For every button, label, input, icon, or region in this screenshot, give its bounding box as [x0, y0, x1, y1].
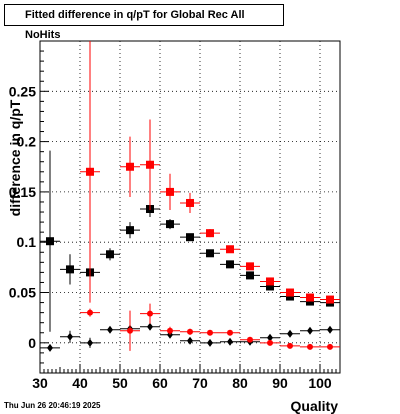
data-point: [126, 226, 134, 235]
data-point: [187, 336, 193, 345]
data-point: [207, 329, 213, 336]
data-point: [186, 198, 194, 207]
data-point: [187, 328, 193, 335]
grid-lines: [40, 41, 340, 373]
x-tick-label: 100: [308, 375, 332, 391]
y-tick-label: 0.05: [9, 285, 36, 301]
data-point: [87, 309, 93, 316]
x-axis-label: Quality: [291, 398, 339, 414]
data-point: [186, 233, 194, 242]
plot-frame: [39, 40, 341, 374]
data-point: [286, 292, 294, 301]
x-tick-label: 40: [72, 375, 88, 391]
data-point: [246, 262, 254, 271]
data-point: [67, 332, 73, 341]
data-point: [247, 336, 253, 343]
axes: 30 40 50 60 70 80 90 100 0 0.05 0.1 0.15 0.2 0.25: [9, 40, 341, 391]
data-point: [166, 187, 174, 196]
data-point: [327, 325, 333, 334]
series-1: [80, 41, 340, 304]
data-point: [246, 271, 254, 280]
data-point: [266, 282, 274, 291]
data-point: [307, 326, 313, 335]
data-point: [126, 162, 134, 171]
data-point: [147, 310, 153, 317]
data-point: [107, 325, 113, 334]
data-point: [146, 160, 154, 169]
data-point: [226, 260, 234, 269]
x-tick-label: 30: [32, 375, 48, 391]
chart-title: Fitted difference in q/pT for Global Rec…: [4, 4, 284, 41]
data-point: [227, 329, 233, 336]
y-tick-label: 0.1: [17, 234, 37, 250]
series-3: [80, 303, 340, 351]
data-point: [306, 293, 314, 302]
data-point: [106, 250, 114, 259]
y-tick-label: 0.2: [17, 134, 37, 150]
data-point: [266, 277, 274, 286]
data-point: [47, 343, 53, 352]
data-point: [86, 167, 94, 176]
data-point: [327, 343, 333, 350]
data-point: [46, 237, 54, 246]
data-point: [287, 342, 293, 349]
y-axis-label: difference in q/pT: [7, 99, 23, 216]
data-point: [127, 327, 133, 334]
y-tick-label: 0.25: [9, 83, 36, 99]
data-point: [206, 249, 214, 258]
series-2: [40, 322, 340, 352]
x-tick-label: 50: [112, 375, 128, 391]
x-tick-label: 60: [152, 375, 168, 391]
data-point: [66, 265, 74, 274]
data-point: [167, 327, 173, 334]
timestamp: Thu Jun 26 20:46:19 2025: [4, 401, 101, 410]
data-point: [147, 322, 153, 331]
x-tick-label: 70: [192, 375, 208, 391]
data-point: [166, 220, 174, 229]
data-point: [286, 288, 294, 297]
data-point: [326, 295, 334, 304]
x-tick-label: 90: [272, 375, 288, 391]
data-point: [226, 245, 234, 254]
data-point: [287, 329, 293, 338]
data-point: [87, 338, 93, 347]
data-point: [267, 339, 273, 346]
data-point: [307, 343, 313, 350]
data-point: [267, 333, 273, 342]
data-point: [227, 337, 233, 346]
y-tick-label: 0: [28, 335, 36, 351]
data-point: [306, 297, 314, 306]
series-0: [40, 150, 340, 332]
data-points: [40, 41, 340, 352]
data-point: [206, 229, 214, 238]
y-tick-label: 0.15: [9, 184, 36, 200]
data-point: [207, 338, 213, 347]
x-tick-label: 80: [232, 375, 248, 391]
